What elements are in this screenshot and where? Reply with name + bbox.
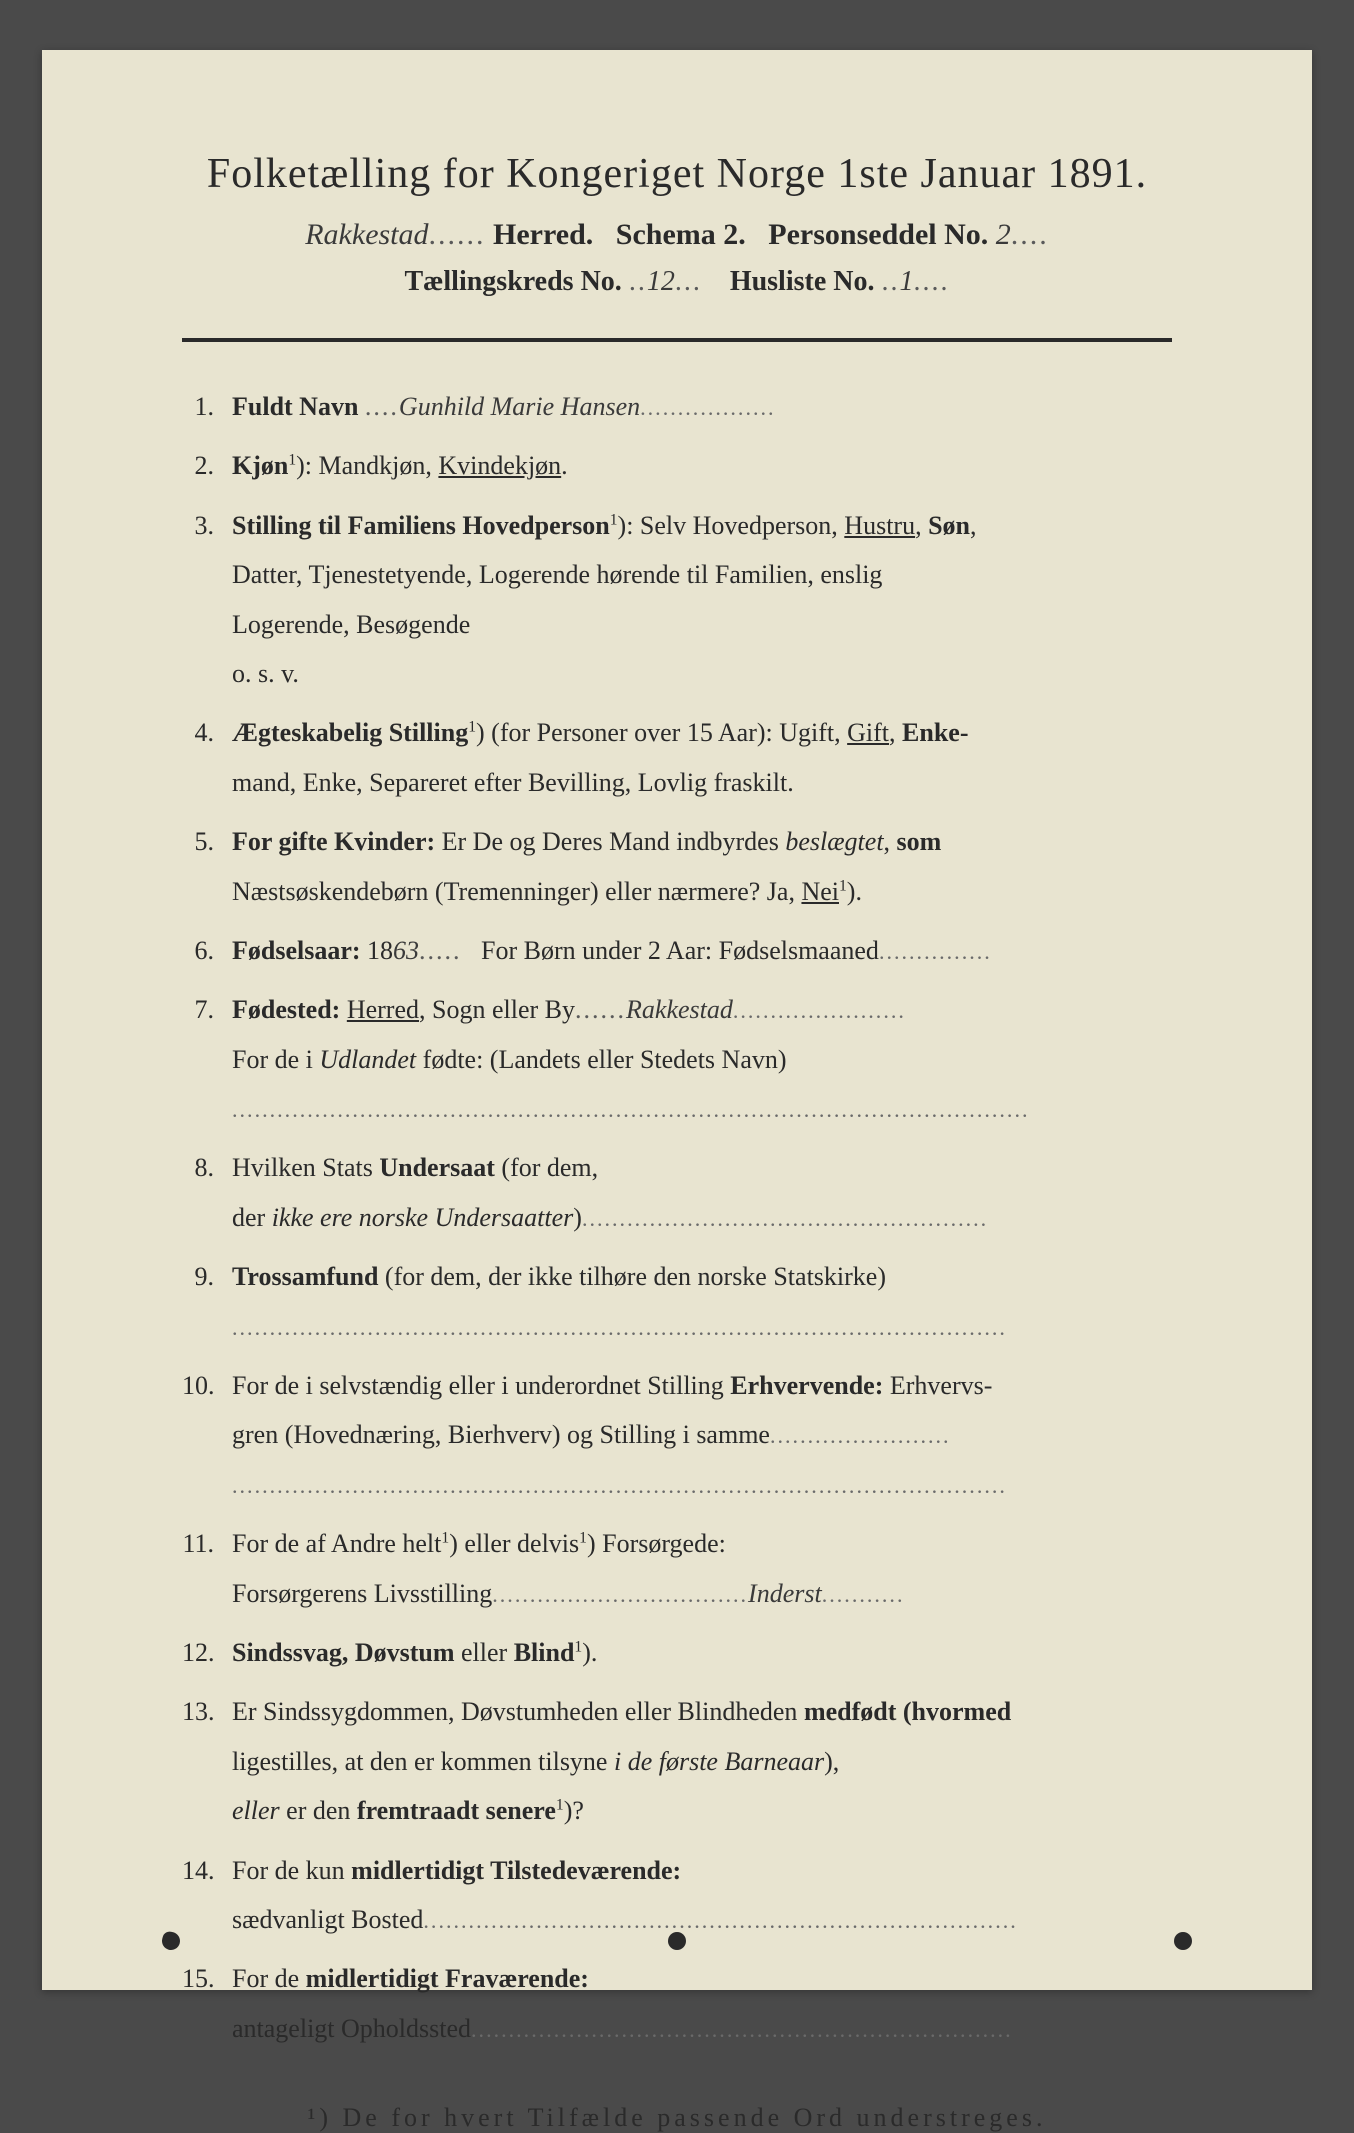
herred-written: Rakkestad — [305, 218, 428, 251]
binding-hole-icon — [160, 1930, 182, 1952]
value-11: Inderst — [748, 1579, 822, 1608]
personseddel-label: Personseddel No. — [768, 218, 988, 251]
entry-8: 8. Hvilken Stats Undersaat (for dem, der… — [182, 1143, 1172, 1242]
entry-7: 7. Fødested: Herred, Sogn eller By......… — [182, 985, 1172, 1133]
label-7: Fødested: — [232, 995, 340, 1024]
header-rule — [182, 338, 1172, 342]
footnote: ¹) De for hvert Tilfælde passende Ord un… — [182, 2103, 1172, 2133]
subtitle-row-2: Tællingskreds No. ..12... Husliste No. .… — [182, 266, 1172, 298]
entry-3-line2: Datter, Tjenestetyende, Logerende hørend… — [232, 560, 882, 589]
value-7: Rakkestad — [626, 995, 733, 1024]
entry-1: 1. Fuldt Navn ....Gunhild Marie Hansen..… — [182, 382, 1172, 431]
footnote-text: De for hvert Tilfælde passende Ord under… — [343, 2103, 1047, 2132]
entry-11: 11. For de af Andre helt1) eller delvis1… — [182, 1519, 1172, 1618]
entry-4: 4. Ægteskabelig Stilling1) (for Personer… — [182, 708, 1172, 807]
value-1: Gunhild Marie Hansen — [399, 392, 640, 421]
kreds-no: 12 — [647, 266, 675, 297]
entry-3: 3. Stilling til Familiens Hovedperson1):… — [182, 501, 1172, 699]
entry-15: 15. For de midlertidigt Fraværende: anta… — [182, 1954, 1172, 2053]
kreds-label: Tællingskreds No. — [404, 266, 621, 297]
label-3: Stilling til Familiens Hovedperson — [232, 511, 610, 540]
label-6: Fødselsaar: — [232, 936, 361, 965]
year-value: 63 — [393, 936, 419, 965]
subtitle-row-1: Rakkestad...... Herred. Schema 2. Person… — [182, 218, 1172, 252]
selected-7: Herred — [347, 995, 419, 1024]
entry-13: 13. Er Sindssygdommen, Døvstumheden elle… — [182, 1687, 1172, 1835]
binding-hole-icon — [1174, 1932, 1192, 1950]
entry-4-line2: mand, Enke, Separeret efter Bevilling, L… — [232, 768, 794, 797]
entry-9: 9. Trossamfund (for dem, der ikke tilhør… — [182, 1252, 1172, 1351]
census-form-page: Folketælling for Kongeriget Norge 1ste J… — [42, 50, 1312, 1990]
selected-3: Hustru — [844, 511, 915, 540]
form-header: Folketælling for Kongeriget Norge 1ste J… — [182, 150, 1172, 298]
label-2: Kjøn — [232, 451, 288, 480]
entry-5: 5. For gifte Kvinder: Er De og Deres Man… — [182, 817, 1172, 916]
selected-4: Gift — [847, 718, 889, 747]
entry-12: 12. Sindssvag, Døvstum eller Blind1). — [182, 1628, 1172, 1677]
schema-label: Schema 2. — [616, 218, 746, 251]
personseddel-no: 2 — [996, 218, 1011, 251]
husliste-no: 1 — [900, 266, 914, 297]
husliste-label: Husliste No. — [730, 266, 875, 297]
selected-2: Kvindekjøn — [438, 451, 561, 480]
binding-hole-icon — [668, 1932, 686, 1950]
label-5: For gifte Kvinder: — [232, 827, 435, 856]
entry-14: 14. For de kun midlertidigt Tilstedevære… — [182, 1846, 1172, 1945]
entry-6: 6. Fødselsaar: 1863..... For Børn under … — [182, 926, 1172, 975]
label-9: Trossamfund — [232, 1262, 378, 1291]
entry-10: 10. For de i selvstændig eller i underor… — [182, 1361, 1172, 1509]
herred-label: Herred. — [493, 218, 593, 251]
entry-2: 2. Kjøn1): Mandkjøn, Kvindekjøn. — [182, 441, 1172, 490]
entry-3-line3: Logerende, Besøgende — [232, 610, 470, 639]
main-title: Folketælling for Kongeriget Norge 1ste J… — [182, 150, 1172, 198]
selected-5: Nei — [801, 877, 839, 906]
entry-3-line4: o. s. v. — [232, 659, 299, 688]
label-1: Fuldt Navn — [232, 392, 358, 421]
dots: ...... — [429, 218, 486, 251]
footnote-marker: ¹) — [308, 2103, 332, 2132]
entries-list: 1. Fuldt Navn ....Gunhild Marie Hansen..… — [182, 382, 1172, 2053]
label-4: Ægteskabelig Stilling — [232, 718, 468, 747]
born-label: For Børn under 2 Aar: Fødselsmaaned — [481, 936, 879, 965]
